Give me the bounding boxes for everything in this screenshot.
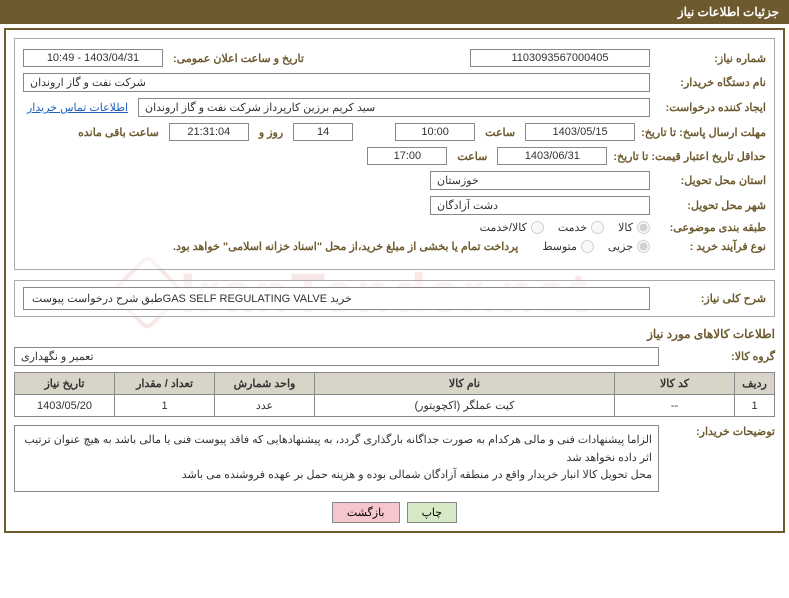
city-label: شهر محل تحویل:	[656, 199, 766, 212]
process-label: نوع فرآیند خرید :	[656, 240, 766, 253]
city-value: دشت آزادگان	[430, 196, 650, 215]
time-word-1: ساعت	[481, 126, 519, 139]
buyer-notes-label: توضیحات خریدار:	[665, 425, 775, 438]
process-opt-minor[interactable]: جزیی	[608, 240, 650, 253]
table-cell: عدد	[215, 395, 315, 417]
province-label: استان محل تحویل:	[656, 174, 766, 187]
need-no-label: شماره نیاز:	[656, 52, 766, 65]
table-header: واحد شمارش	[215, 373, 315, 395]
category-opt-service[interactable]: خدمت	[558, 221, 604, 234]
announce-value: 1403/04/31 - 10:49	[23, 49, 163, 67]
process-radios: جزیی متوسط	[542, 240, 650, 253]
category-opt-both[interactable]: کالا/خدمت	[480, 221, 544, 234]
goods-table: ردیفکد کالانام کالاواحد شمارشتعداد / مقد…	[14, 372, 775, 417]
table-row: 1--کیت عملگر (اکچویتور)عدد11403/05/20	[15, 395, 775, 417]
buyer-org-label: نام دستگاه خریدار:	[656, 76, 766, 89]
process-opt-medium[interactable]: متوسط	[542, 240, 594, 253]
main-info-panel: شماره نیاز: 1103093567000405 تاریخ و ساع…	[14, 38, 775, 270]
table-header: تاریخ نیاز	[15, 373, 115, 395]
need-no-value: 1103093567000405	[470, 49, 650, 67]
goods-info-title: اطلاعات کالاهای مورد نیاز	[14, 327, 775, 341]
days-remaining: 14	[293, 123, 353, 141]
goods-group-label: گروه کالا:	[665, 350, 775, 363]
category-label: طبقه بندی موضوعی:	[656, 221, 766, 234]
requester-label: ایجاد کننده درخواست:	[656, 101, 766, 114]
buyer-notes-box: الزاما پیشنهادات فنی و مالی هرکدام به صو…	[14, 425, 659, 492]
remaining-label: ساعت باقی مانده	[74, 126, 163, 139]
buyer-notes-line2: محل تحویل کالا انبار خریدار واقع در منطق…	[21, 467, 652, 485]
validity-label: حداقل تاریخ اعتبار قیمت: تا تاریخ:	[613, 150, 766, 163]
days-and: روز و	[255, 126, 287, 139]
page-header: جزئیات اطلاعات نیاز	[0, 0, 789, 24]
table-header: نام کالا	[315, 373, 615, 395]
table-cell: --	[615, 395, 735, 417]
deadline-time: 10:00	[395, 123, 475, 141]
goods-group-value: تعمیر و نگهداری	[14, 347, 659, 366]
general-desc-value: خرید GAS SELF REGULATING VALVEطبق شرح در…	[23, 287, 650, 310]
validity-date: 1403/06/31	[497, 147, 607, 165]
category-opt-goods[interactable]: کالا	[618, 221, 650, 234]
table-cell: 1403/05/20	[15, 395, 115, 417]
table-cell: 1	[735, 395, 775, 417]
buyer-org-value: شرکت نفت و گاز اروندان	[23, 73, 650, 92]
print-button[interactable]: چاپ	[407, 502, 458, 523]
table-header: کد کالا	[615, 373, 735, 395]
validity-time: 17:00	[367, 147, 447, 165]
countdown-timer: 21:31:04	[169, 123, 249, 141]
table-header: تعداد / مقدار	[115, 373, 215, 395]
buyer-contact-link[interactable]: اطلاعات تماس خریدار	[23, 101, 132, 114]
back-button[interactable]: بازگشت	[332, 502, 400, 523]
buyer-notes-line1: الزاما پیشنهادات فنی و مالی هرکدام به صو…	[21, 432, 652, 467]
requester-value: سید کریم برزین کارپرداز شرکت نفت و گاز ا…	[138, 98, 650, 117]
deadline-date: 1403/05/15	[525, 123, 635, 141]
time-word-2: ساعت	[453, 150, 491, 163]
process-note: پرداخت تمام یا بخشی از مبلغ خرید،از محل …	[173, 240, 518, 253]
table-header: ردیف	[735, 373, 775, 395]
deadline-label: مهلت ارسال پاسخ: تا تاریخ:	[641, 126, 766, 139]
table-cell: 1	[115, 395, 215, 417]
category-radios: کالا خدمت کالا/خدمت	[480, 221, 650, 234]
announce-label: تاریخ و ساعت اعلان عمومی:	[169, 52, 308, 65]
table-cell: کیت عملگر (اکچویتور)	[315, 395, 615, 417]
province-value: خوزستان	[430, 171, 650, 190]
general-desc-label: شرح کلی نیاز:	[656, 292, 766, 305]
